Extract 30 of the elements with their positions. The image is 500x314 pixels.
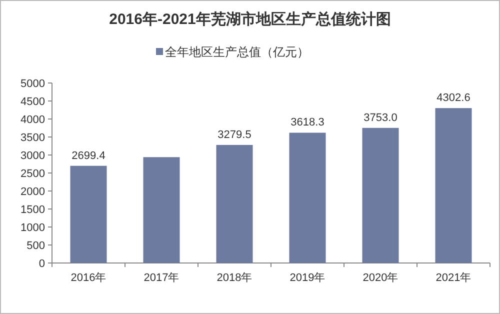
data-label: 3618.3	[290, 116, 324, 129]
y-tick-label: 0	[38, 258, 45, 270]
y-tick-label: 3000	[20, 150, 45, 162]
x-tick-label: 2018年	[216, 272, 252, 284]
bar	[216, 144, 253, 263]
data-label: 2699.4	[72, 150, 106, 162]
data-label: 4302.6	[436, 92, 470, 104]
y-tick-label: 1500	[20, 204, 45, 216]
y-tick-label: 2500	[20, 168, 45, 180]
bar	[289, 132, 326, 263]
x-tick-label: 2021年	[436, 272, 472, 284]
bar	[143, 157, 180, 263]
x-tick-label: 2019年	[290, 272, 326, 284]
y-tick-label: 1000	[20, 222, 45, 234]
bar	[70, 166, 107, 263]
data-label: 3753.0	[364, 112, 398, 124]
y-tick-label: 4000	[20, 114, 45, 126]
legend-label: 全年地区生产总值（亿元）	[165, 45, 309, 59]
chart-title: 2016年-2021年芜湖市地区生产总值统计图	[109, 10, 391, 28]
x-tick-label: 2017年	[144, 272, 180, 284]
data-label: 3279.5	[218, 128, 252, 141]
y-tick-label: 2000	[20, 186, 45, 198]
bar	[435, 108, 472, 263]
y-tick-label: 3500	[20, 132, 45, 144]
y-tick-label: 4500	[20, 96, 45, 108]
x-tick-label: 2016年	[70, 272, 106, 284]
y-tick-label: 5000	[20, 78, 45, 90]
y-tick-label: 500	[26, 240, 45, 252]
x-tick-label: 2020年	[362, 272, 398, 284]
bar	[362, 128, 399, 263]
